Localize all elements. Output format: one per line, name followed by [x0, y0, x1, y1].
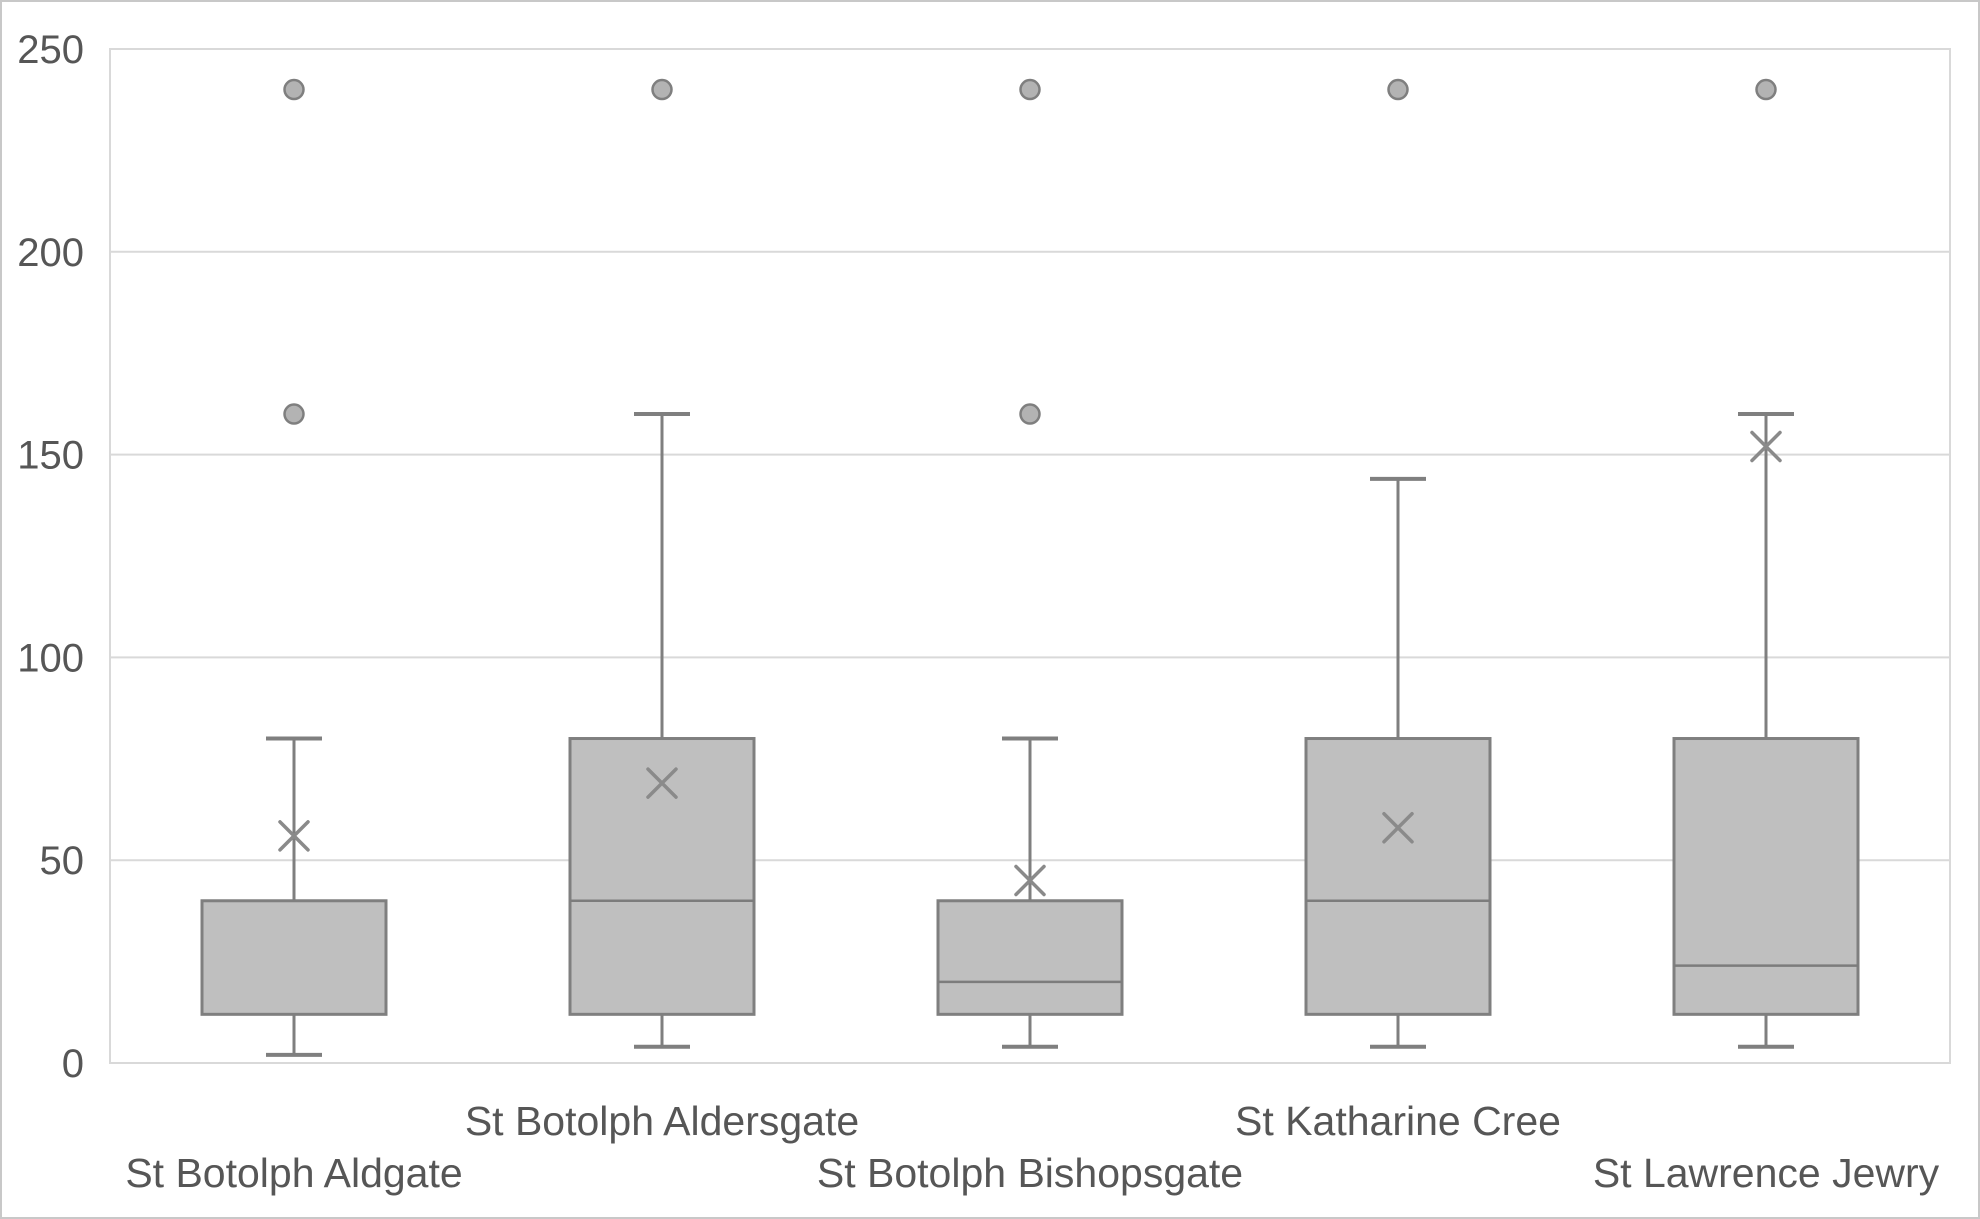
y-tick-label: 50: [40, 839, 85, 883]
y-tick-label: 100: [17, 636, 84, 680]
x-category-label: St Lawrence Jewry: [1593, 1150, 1940, 1196]
mean-marker: [1382, 812, 1414, 844]
outlier-point: [283, 78, 305, 101]
outlier-point: [651, 78, 673, 101]
outlier-point: [1755, 78, 1777, 101]
mean-marker: [1750, 430, 1782, 463]
outlier-point: [1019, 78, 1041, 101]
boxplot-box: [1304, 737, 1492, 1016]
y-tick-label: 250: [17, 28, 84, 72]
boxplot-box: [200, 899, 388, 1016]
x-category-label: St Botolph Aldgate: [125, 1150, 462, 1196]
boxplot-box: [936, 899, 1124, 1016]
outlier-point: [1019, 403, 1041, 425]
y-tick-label: 200: [17, 231, 84, 275]
boxplot-box: [1672, 737, 1860, 1016]
outlier-point: [283, 403, 305, 425]
y-tick-label: 150: [17, 434, 84, 478]
outlier-point: [1387, 78, 1409, 101]
x-category-label: St Botolph Bishopsgate: [817, 1150, 1243, 1196]
mean-marker: [1014, 864, 1046, 897]
x-category-label: St Botolph Aldersgate: [465, 1098, 859, 1144]
boxplot-box: [568, 737, 756, 1016]
y-tick-label: 0: [62, 1042, 84, 1086]
mean-marker: [278, 820, 310, 852]
x-category-label: St Katharine Cree: [1235, 1098, 1561, 1144]
mean-marker: [646, 767, 678, 799]
